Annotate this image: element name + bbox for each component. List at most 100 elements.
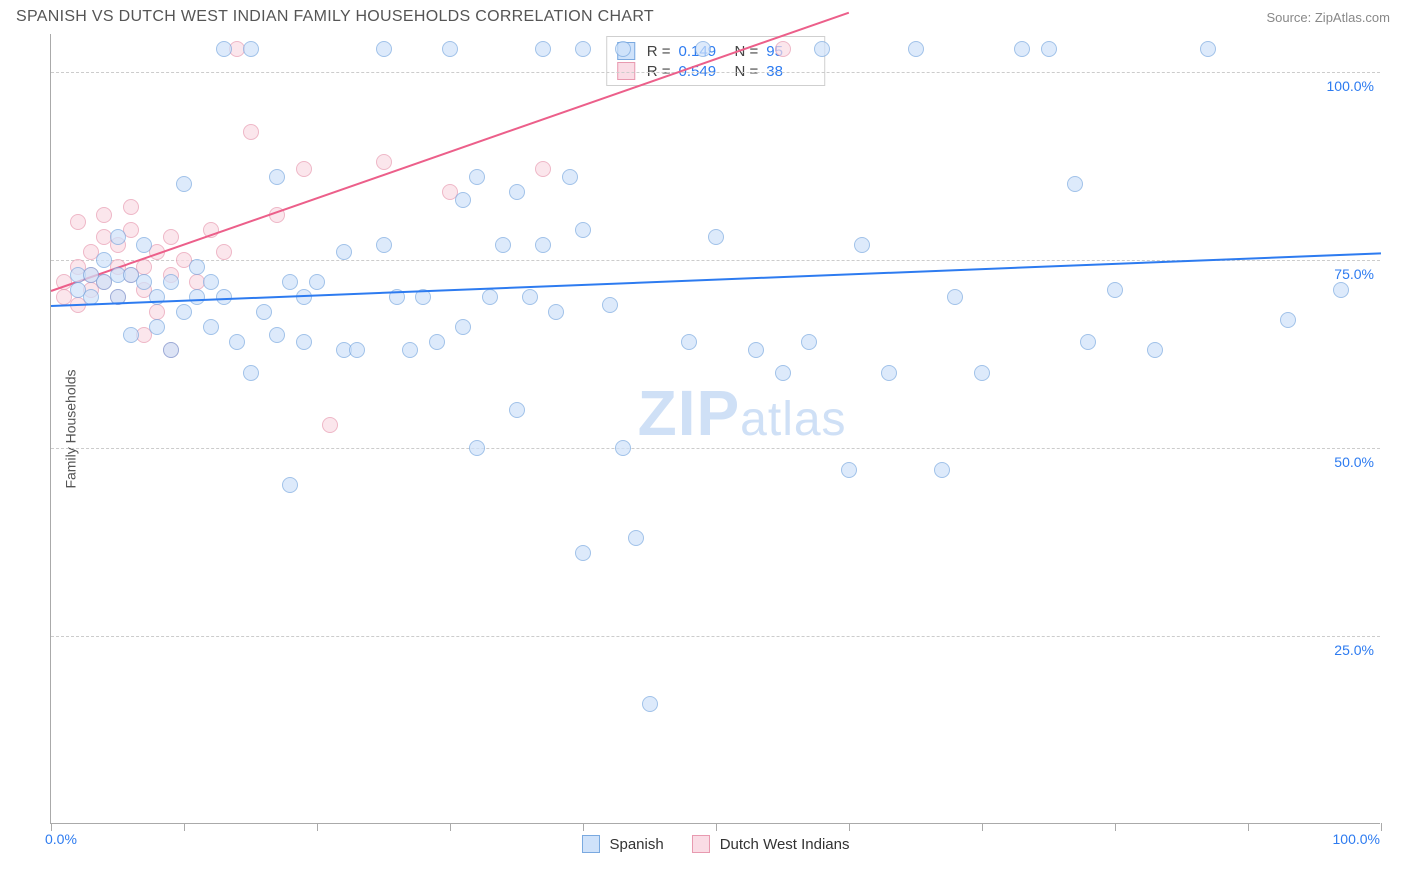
y-tick-label: 25.0% (1334, 642, 1374, 658)
data-point-spanish (509, 184, 525, 200)
x-tick (450, 823, 451, 831)
data-point-spanish (1200, 41, 1216, 57)
x-tick (849, 823, 850, 831)
data-point-spanish (708, 229, 724, 245)
data-point-spanish (562, 169, 578, 185)
legend-item-spanish: Spanish (581, 835, 663, 853)
y-tick-label: 75.0% (1334, 266, 1374, 282)
data-point-spanish (801, 334, 817, 350)
data-point-dutch (376, 154, 392, 170)
data-point-dutch (216, 244, 232, 260)
data-point-dutch (123, 199, 139, 215)
data-point-spanish (110, 229, 126, 245)
data-point-spanish (442, 41, 458, 57)
data-point-spanish (509, 402, 525, 418)
data-point-dutch (296, 161, 312, 177)
data-point-spanish (203, 274, 219, 290)
data-point-spanish (535, 237, 551, 253)
gridline (51, 448, 1380, 449)
data-point-spanish (176, 304, 192, 320)
data-point-spanish (495, 237, 511, 253)
data-point-spanish (748, 342, 764, 358)
data-point-spanish (243, 41, 259, 57)
data-point-dutch (70, 214, 86, 230)
x-tick (583, 823, 584, 831)
data-point-spanish (136, 237, 152, 253)
x-tick (716, 823, 717, 831)
data-point-spanish (814, 41, 830, 57)
data-point-spanish (309, 274, 325, 290)
data-point-spanish (1333, 282, 1349, 298)
x-tick (51, 823, 52, 831)
data-point-spanish (575, 222, 591, 238)
x-tick (1381, 823, 1382, 831)
gridline (51, 636, 1380, 637)
data-point-spanish (854, 237, 870, 253)
data-point-dutch (775, 41, 791, 57)
data-point-spanish (535, 41, 551, 57)
data-point-dutch (535, 161, 551, 177)
data-point-spanish (163, 274, 179, 290)
legend-swatch-spanish (581, 835, 599, 853)
data-point-spanish (1041, 41, 1057, 57)
x-tick (184, 823, 185, 831)
data-point-spanish (455, 319, 471, 335)
chart-title: SPANISH VS DUTCH WEST INDIAN FAMILY HOUS… (16, 8, 654, 26)
data-point-spanish (469, 440, 485, 456)
data-point-spanish (548, 304, 564, 320)
data-point-spanish (1147, 342, 1163, 358)
data-point-dutch (322, 417, 338, 433)
gridline (51, 72, 1380, 73)
data-point-spanish (455, 192, 471, 208)
data-point-spanish (469, 169, 485, 185)
data-point-spanish (402, 342, 418, 358)
data-point-spanish (974, 365, 990, 381)
legend-item-dutch: Dutch West Indians (692, 835, 850, 853)
data-point-spanish (775, 365, 791, 381)
x-tick (1115, 823, 1116, 831)
data-point-spanish (522, 289, 538, 305)
data-point-spanish (695, 41, 711, 57)
chart-header: SPANISH VS DUTCH WEST INDIAN FAMILY HOUS… (0, 0, 1406, 30)
x-tick (982, 823, 983, 831)
data-point-spanish (216, 41, 232, 57)
data-point-spanish (681, 334, 697, 350)
data-point-spanish (934, 462, 950, 478)
watermark: ZIPatlas (638, 376, 847, 450)
scatter-plot: Family Households ZIPatlas R = 0.149 N =… (50, 34, 1380, 824)
data-point-spanish (189, 259, 205, 275)
x-tick-label-100: 100.0% (1333, 831, 1380, 847)
y-axis-title: Family Households (63, 369, 79, 488)
data-point-spanish (282, 274, 298, 290)
data-point-spanish (947, 289, 963, 305)
data-point-dutch (149, 304, 165, 320)
data-point-dutch (163, 229, 179, 245)
x-tick (1248, 823, 1249, 831)
data-point-spanish (602, 297, 618, 313)
data-point-spanish (269, 169, 285, 185)
data-point-spanish (269, 327, 285, 343)
data-point-spanish (349, 342, 365, 358)
data-point-spanish (256, 304, 272, 320)
data-point-spanish (1067, 176, 1083, 192)
data-point-spanish (296, 289, 312, 305)
data-point-spanish (482, 289, 498, 305)
source-label: Source: ZipAtlas.com (1266, 10, 1390, 25)
data-point-spanish (296, 334, 312, 350)
data-point-spanish (575, 545, 591, 561)
data-point-spanish (203, 319, 219, 335)
data-point-spanish (149, 319, 165, 335)
data-point-spanish (615, 41, 631, 57)
data-point-spanish (123, 327, 139, 343)
data-point-spanish (642, 696, 658, 712)
y-tick-label: 50.0% (1334, 454, 1374, 470)
data-point-spanish (176, 176, 192, 192)
data-point-spanish (163, 342, 179, 358)
legend: Spanish Dutch West Indians (581, 835, 849, 853)
data-point-dutch (96, 207, 112, 223)
data-point-spanish (575, 41, 591, 57)
y-tick-label: 100.0% (1327, 78, 1374, 94)
legend-swatch-dutch (692, 835, 710, 853)
data-point-spanish (96, 252, 112, 268)
data-point-spanish (282, 477, 298, 493)
